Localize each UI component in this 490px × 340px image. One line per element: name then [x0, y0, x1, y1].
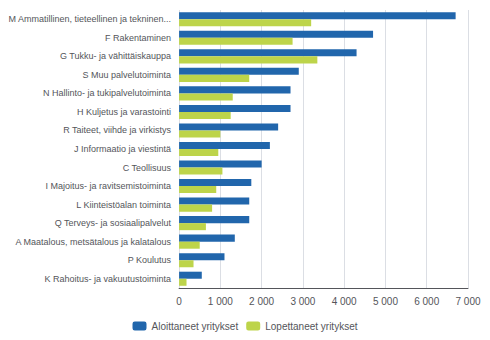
svg-text:7 000: 7 000: [455, 296, 480, 307]
svg-text:Aloittaneet yritykset: Aloittaneet yritykset: [152, 321, 239, 332]
svg-text:Q Terveys- ja sosiaalipalvelut: Q Terveys- ja sosiaalipalvelut: [55, 218, 172, 228]
svg-text:L Kiinteistöalan toiminta: L Kiinteistöalan toiminta: [76, 200, 171, 210]
svg-text:N Hallinto- ja tukipalvelutoim: N Hallinto- ja tukipalvelutoiminta: [43, 88, 171, 98]
svg-text:R Taiteet, viihde ja virkistys: R Taiteet, viihde ja virkistys: [63, 125, 171, 135]
svg-text:Lopettaneet yritykset: Lopettaneet yritykset: [265, 321, 357, 332]
svg-text:5 000: 5 000: [373, 296, 398, 307]
svg-text:4 000: 4 000: [332, 296, 357, 307]
svg-text:2 000: 2 000: [249, 296, 274, 307]
svg-text:3 000: 3 000: [290, 296, 315, 307]
svg-text:K Rahoitus- ja vakuutustoimint: K Rahoitus- ja vakuutustoiminta: [45, 274, 172, 284]
svg-text:S Muu palvelutoiminta: S Muu palvelutoiminta: [83, 70, 172, 80]
svg-text:M Ammatillinen, tieteellinen j: M Ammatillinen, tieteellinen ja tekninen…: [8, 14, 171, 24]
svg-text:P Koulutus: P Koulutus: [128, 255, 172, 265]
svg-text:A Maatalous, metsätalous ja ka: A Maatalous, metsätalous ja kalatalous: [15, 237, 171, 247]
svg-text:G Tukku- ja vähittäiskauppa: G Tukku- ja vähittäiskauppa: [60, 51, 171, 61]
svg-text:H Kuljetus ja varastointi: H Kuljetus ja varastointi: [77, 107, 171, 117]
svg-text:J Informaatio ja viestintä: J Informaatio ja viestintä: [74, 144, 171, 154]
svg-text:0: 0: [176, 296, 182, 307]
svg-text:I Majoitus- ja ravitsemistoimi: I Majoitus- ja ravitsemistoiminta: [46, 181, 172, 191]
svg-text:F Rakentaminen: F Rakentaminen: [105, 33, 171, 43]
svg-text:6 000: 6 000: [414, 296, 439, 307]
svg-text:C Teollisuus: C Teollisuus: [123, 163, 172, 173]
svg-text:1 000: 1 000: [208, 296, 233, 307]
